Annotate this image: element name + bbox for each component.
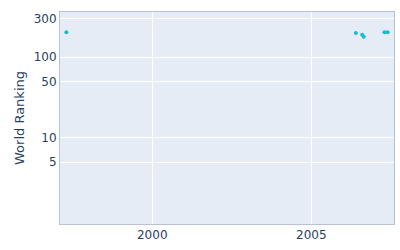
svg-text:10: 10 xyxy=(41,131,56,145)
svg-text:5: 5 xyxy=(49,155,57,169)
svg-text:50: 50 xyxy=(41,75,56,89)
svg-text:World Ranking: World Ranking xyxy=(12,71,27,165)
svg-text:2000: 2000 xyxy=(137,228,168,242)
svg-text:2005: 2005 xyxy=(296,228,327,242)
svg-text:100: 100 xyxy=(34,50,57,64)
svg-text:300: 300 xyxy=(34,12,57,26)
